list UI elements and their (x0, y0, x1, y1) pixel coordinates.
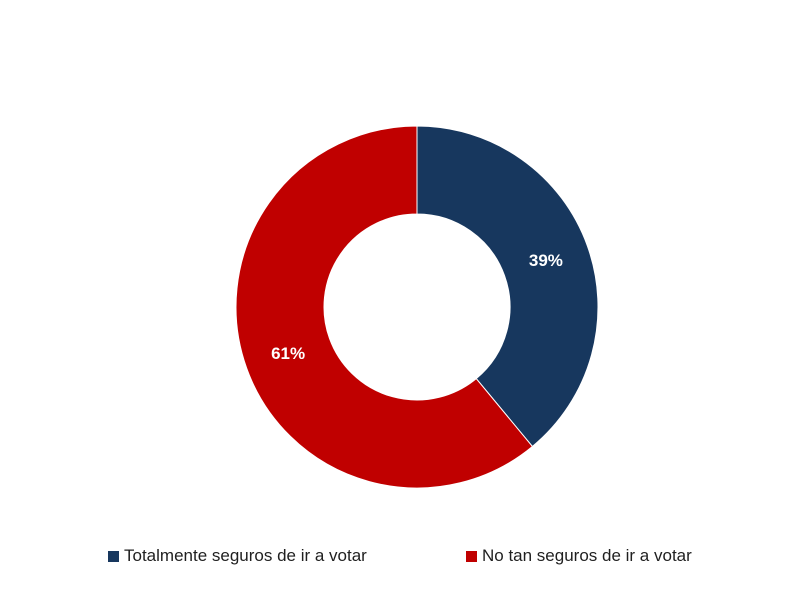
chart-legend: Totalmente seguros de ir a votar No tan … (0, 544, 800, 568)
donut-slice-1 (235, 125, 534, 489)
legend-swatch-totalmente-seguros (108, 550, 119, 562)
data-label-0: 39% (529, 251, 563, 270)
legend-label-no-tan-seguros: No tan seguros de ir a votar (482, 546, 692, 565)
donut-slice-0 (416, 125, 599, 448)
donut-slices (235, 125, 599, 489)
legend-swatch-no-tan-seguros (466, 550, 477, 562)
data-label-1: 61% (271, 344, 305, 363)
legend-label-totalmente-seguros: Totalmente seguros de ir a votar (124, 546, 367, 565)
legend-item-no-tan-seguros: No tan seguros de ir a votar (466, 544, 692, 568)
legend-item-totalmente-seguros: Totalmente seguros de ir a votar (108, 544, 367, 568)
data-labels: 39% 61% (271, 251, 563, 363)
